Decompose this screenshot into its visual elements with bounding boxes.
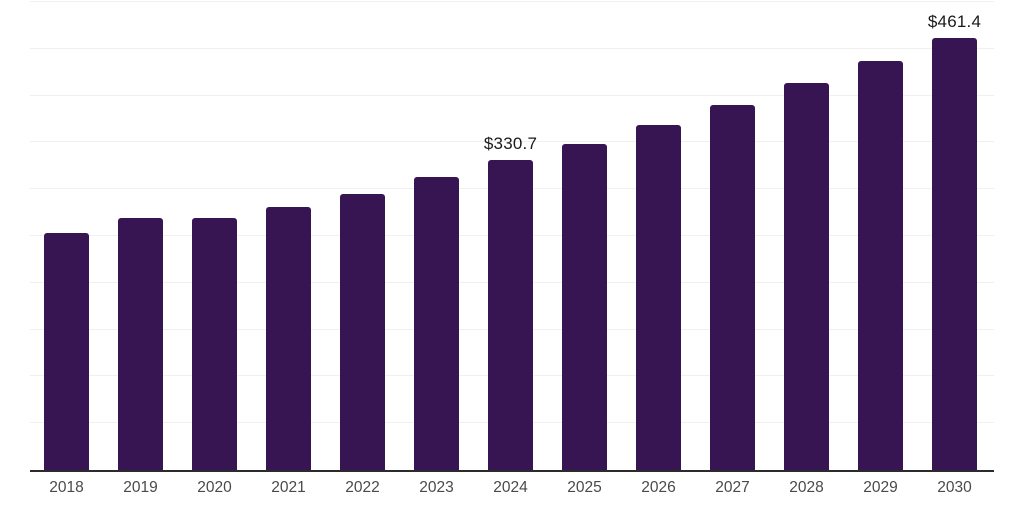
bar-2023[interactable] [414,176,459,470]
gridline [30,1,994,2]
x-tick-2021: 2021 [271,479,306,496]
bar-2026[interactable] [636,124,681,470]
value-label-2030: $461.4 [927,12,982,32]
x-tick-2019: 2019 [123,479,158,496]
plot-area: $330.7 $461.4 [30,0,994,472]
gridline [30,94,994,96]
bar-2027[interactable] [710,104,755,470]
value-label-2024: $330.7 [483,134,538,154]
x-tick-2026: 2026 [641,479,676,496]
gridline [30,47,994,49]
gridline [30,141,994,143]
bar-2020[interactable] [192,218,237,470]
x-tick-2023: 2023 [419,479,454,496]
bar-2018[interactable] [44,232,89,470]
x-tick-2024: 2024 [493,479,528,496]
bar-2030[interactable] [932,38,977,470]
x-tick-2029: 2029 [863,479,898,496]
x-tick-2020: 2020 [197,479,232,496]
x-tick-2025: 2025 [567,479,602,496]
x-tick-2030: 2030 [937,479,972,496]
x-tick-2018: 2018 [49,479,84,496]
bar-2029[interactable] [858,60,903,470]
x-axis: 2018 2019 2020 2021 2022 2023 2024 2025 2026 2027… [30,479,994,505]
bar-2024[interactable] [488,160,533,470]
x-tick-2027: 2027 [715,479,750,496]
bar-2028[interactable] [784,83,829,470]
bar-2021[interactable] [266,206,311,470]
x-tick-2028: 2028 [789,479,824,496]
bar-2025[interactable] [562,143,607,470]
x-tick-2022: 2022 [345,479,380,496]
bar-2022[interactable] [340,194,385,470]
bar-2019[interactable] [118,217,163,470]
